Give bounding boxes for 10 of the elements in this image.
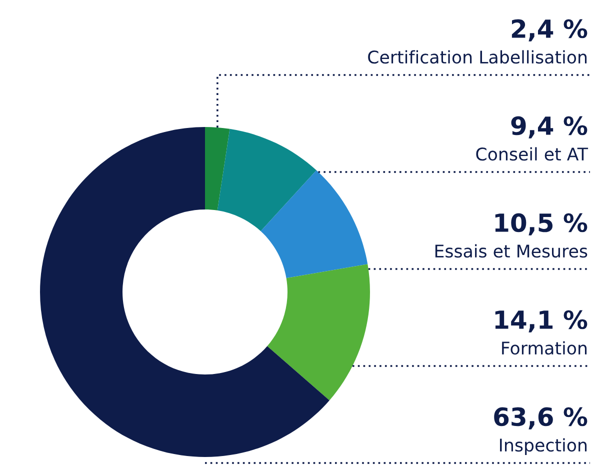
data-label: 63,6 % (494, 407, 588, 430)
slice-label: Formation (502, 341, 587, 355)
data-label: 2,4 % (512, 19, 588, 42)
slice-label: Certification Labellisation (368, 50, 587, 64)
data-label: 9,4 % (511, 116, 588, 138)
slice-label: Essais et Mesures (435, 244, 588, 258)
slice-label: Inspection (500, 438, 587, 455)
data-label: 14,1 % (495, 310, 588, 332)
slice-label: Conseil et AT (476, 147, 588, 161)
data-label: 10,5 % (495, 213, 588, 236)
